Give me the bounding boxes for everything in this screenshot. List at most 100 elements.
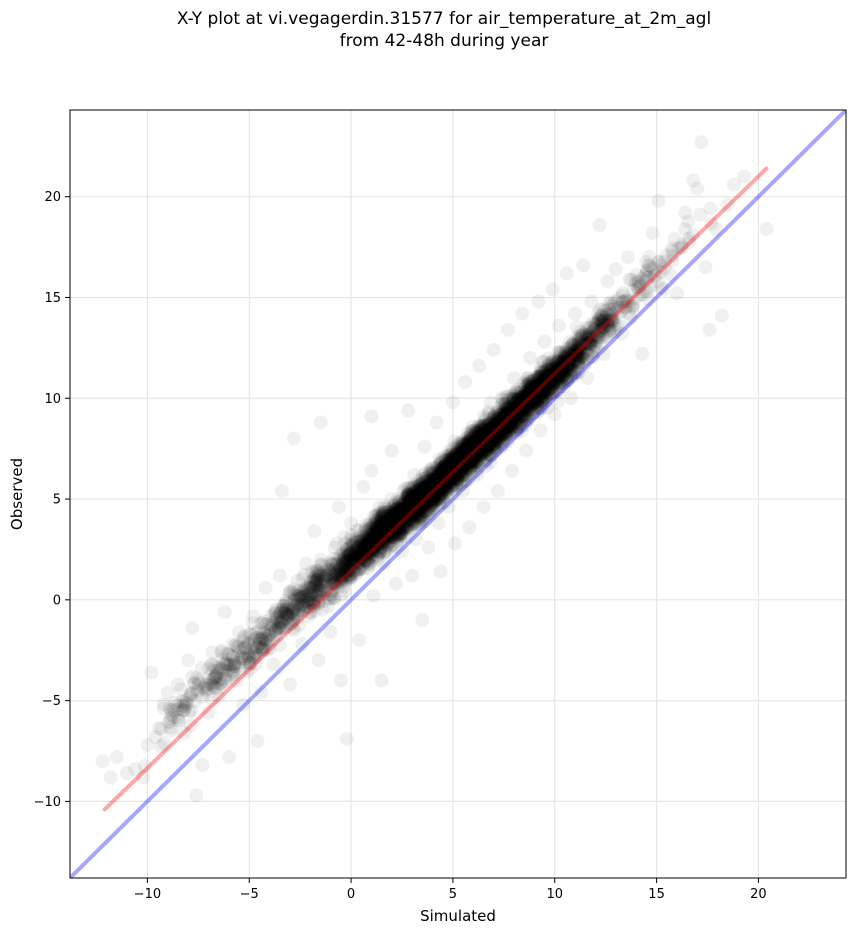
scatter-point-cloud-14: [199, 682, 214, 697]
scatter-point-cloud-41: [192, 675, 207, 690]
scatter-point-cloud-543: [348, 559, 363, 574]
scatter-point-cloud-108: [222, 662, 237, 677]
scatter-point-cloud-221: [273, 621, 288, 636]
scatter-point-cloud-186: [261, 628, 276, 643]
scatter-point-cloud-578: [365, 528, 380, 543]
scatter-point-cloud-118: [190, 684, 205, 699]
scatter-point-cloud-184: [272, 621, 287, 636]
scatter-point-cloud-145: [233, 661, 248, 676]
scatter-point-133: [629, 274, 644, 289]
scatter-point-cloud-151: [259, 617, 274, 632]
scatter-point-cloud-330: [278, 607, 293, 622]
scatter-point-cloud-408: [299, 586, 314, 601]
scatter-point-cloud-327: [323, 555, 338, 570]
scatter-point-cloud-318: [300, 592, 315, 607]
scatter-point-61: [372, 500, 387, 515]
scatter-point-cloud-401: [283, 599, 298, 614]
scatter-point-cloud-563: [361, 538, 376, 553]
scatter-point-cloud-615: [343, 532, 358, 547]
scatter-point-cloud-617: [328, 574, 343, 589]
scatter-point-cloud-553: [345, 551, 360, 566]
scatter-point-cloud-560: [349, 546, 364, 561]
scatter-point-cloud-573: [327, 562, 342, 577]
scatter-point-cloud-544: [341, 560, 356, 575]
scatter-point-cloud-535: [327, 577, 342, 592]
scatter-point-cloud-265: [260, 634, 275, 649]
scatter-point-142: [694, 135, 709, 150]
scatter-point-cloud-260: [255, 616, 270, 631]
scatter-point-55: [352, 633, 367, 648]
scatter-point-cloud-204: [299, 584, 314, 599]
scatter-point-cloud-279: [273, 605, 288, 620]
scatter-point-cloud-466: [279, 610, 294, 625]
scatter-point-cloud-371: [287, 582, 302, 597]
scatter-point-cloud-295: [290, 610, 305, 625]
scatter-point-cloud-385: [304, 586, 319, 601]
scatter-point-32: [262, 633, 277, 648]
scatter-point-cloud-53: [201, 661, 216, 676]
scatter-point-cloud-369: [285, 602, 300, 617]
scatter-point-2: [109, 750, 124, 765]
scatter-point-cloud-366: [290, 573, 305, 588]
scatter-point-34: [272, 568, 287, 583]
scatter-point-103: [507, 371, 522, 386]
scatter-point-cloud-447: [303, 596, 318, 611]
scatter-point-88: [456, 483, 471, 498]
scatter-point-cloud-103: [216, 663, 231, 678]
scatter-point-cloud-575: [346, 558, 361, 573]
scatter-point-cloud-158: [253, 640, 268, 655]
scatter-point-cloud-551: [344, 552, 359, 567]
scatter-point-cloud-0: [191, 677, 206, 692]
scatter-point-cloud-216: [240, 635, 255, 650]
scatter-point-cloud-378: [295, 604, 310, 619]
scatter-point-cloud-160: [275, 599, 290, 614]
scatter-point-cloud-59: [172, 713, 187, 728]
scatter-point-cloud-620: [347, 545, 362, 560]
scatter-point-38: [274, 483, 289, 498]
scatter-point-cloud-591: [341, 554, 356, 569]
scatter-point-cloud-229: [255, 633, 270, 648]
scatter-point-cloud-95: [208, 670, 223, 685]
scatter-point-cloud-657: [350, 556, 365, 571]
scatter-point-cloud-5: [137, 759, 152, 774]
scatter-point-cloud-574: [353, 546, 368, 561]
scatter-point-97: [486, 342, 501, 357]
scatter-point-cloud-322: [329, 536, 344, 551]
scatter-point-27: [242, 649, 257, 664]
scatter-point-cloud-642: [346, 551, 361, 566]
scatter-point-cloud-85: [241, 635, 256, 650]
scatter-point-77: [417, 439, 432, 454]
scatter-point-cloud-667: [352, 529, 367, 544]
scatter-point-86: [447, 536, 462, 551]
scatter-point-cloud-504: [335, 552, 350, 567]
scatter-point-cloud-305: [302, 587, 317, 602]
scatter-point-cloud-287: [295, 598, 310, 613]
scatter-point-cloud-328: [297, 589, 312, 604]
scatter-point-cloud-559: [318, 584, 333, 599]
scatter-point-cloud-637: [333, 565, 348, 580]
scatter-point-117: [559, 266, 574, 281]
scatter-point-cloud-156: [243, 661, 258, 676]
scatter-point-cloud-232: [272, 606, 287, 621]
scatter-point-cloud-67: [225, 637, 240, 652]
scatter-point-cloud-658: [364, 545, 379, 560]
scatter-point-89: [458, 375, 473, 390]
scatter-point-cloud-646: [360, 535, 375, 550]
scatter-point-cloud-163: [271, 619, 286, 634]
scatter-point-cloud-653: [352, 548, 367, 563]
scatter-point-cloud-398: [302, 595, 317, 610]
scatter-point-cloud-4: [184, 703, 199, 718]
scatter-point-cloud-485: [357, 553, 372, 568]
scatter-point-cloud-315: [286, 607, 301, 622]
scatter-point-cloud-243: [256, 639, 271, 654]
scatter-point-cloud-465: [289, 599, 304, 614]
scatter-point-cloud-56: [176, 703, 191, 718]
scatter-point-cloud-28: [184, 687, 199, 702]
scatter-point-cloud-236: [242, 637, 257, 652]
scatter-point-cloud-413: [292, 599, 307, 614]
scatter-point-cloud-190: [276, 602, 291, 617]
scatter-point-cloud-593: [324, 557, 339, 572]
scatter-point-30: [254, 685, 269, 700]
scatter-point-cloud-391: [295, 589, 310, 604]
scatter-point-143: [698, 260, 713, 275]
